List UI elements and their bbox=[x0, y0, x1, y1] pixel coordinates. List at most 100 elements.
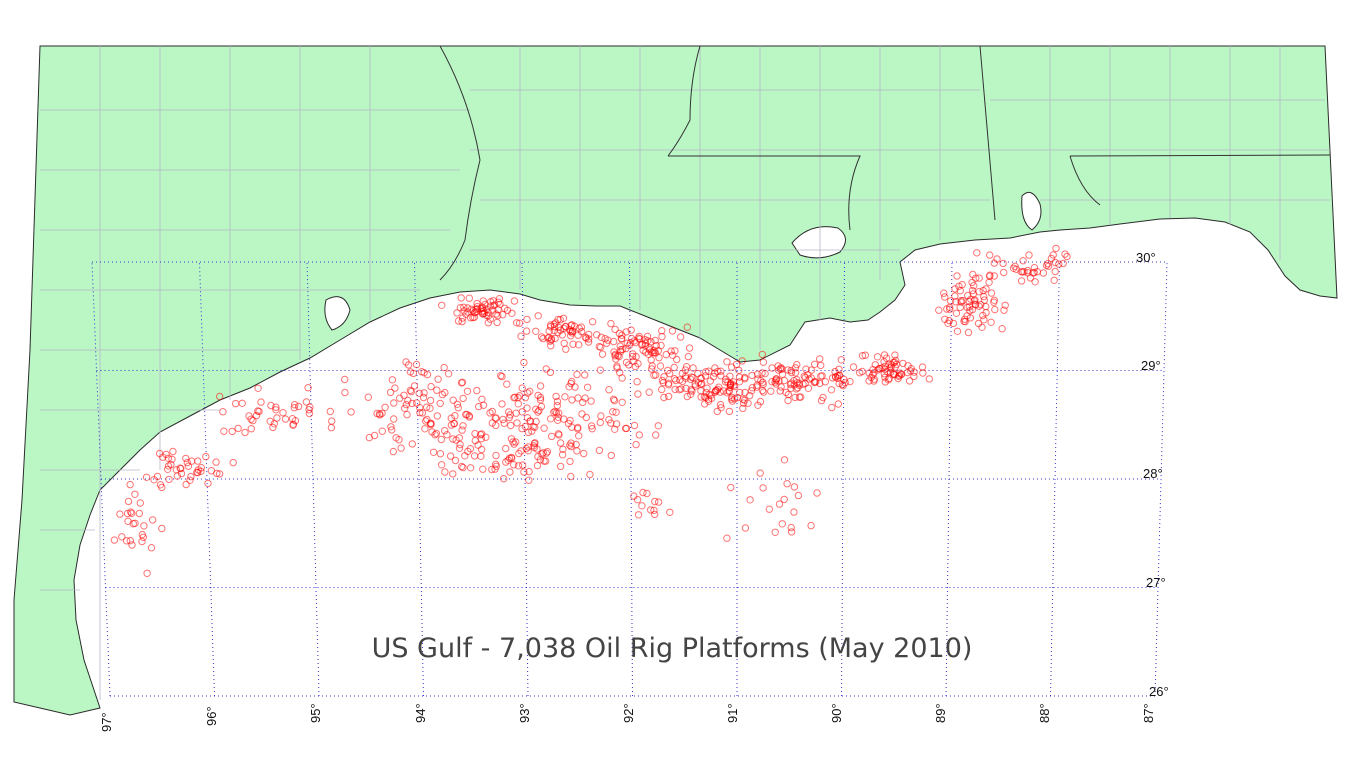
rig-marker bbox=[738, 357, 746, 365]
rig-marker bbox=[990, 272, 998, 280]
rig-marker bbox=[567, 442, 575, 451]
rig-marker bbox=[611, 425, 619, 433]
rig-marker bbox=[273, 414, 281, 422]
rig-marker bbox=[219, 408, 227, 416]
meridian-line bbox=[91, 261, 111, 697]
rig-marker bbox=[570, 322, 579, 330]
rig-marker bbox=[609, 408, 617, 416]
rig-marker bbox=[517, 332, 525, 340]
rig-marker bbox=[531, 423, 539, 431]
rig-marker bbox=[241, 428, 249, 437]
rig-marker bbox=[687, 386, 695, 394]
rig-marker bbox=[387, 423, 395, 431]
rig-marker bbox=[567, 332, 575, 340]
rig-marker bbox=[441, 468, 449, 476]
rig-marker bbox=[403, 410, 411, 419]
rig-marker bbox=[685, 344, 694, 352]
lon-label-97: 97° bbox=[99, 712, 114, 732]
rig-marker bbox=[534, 452, 542, 461]
rig-marker bbox=[135, 509, 144, 518]
rig-marker bbox=[477, 452, 485, 460]
rig-marker bbox=[149, 516, 157, 524]
rig-marker bbox=[631, 362, 640, 371]
rig-marker bbox=[790, 483, 799, 491]
rig-marker bbox=[458, 314, 467, 322]
rig-marker bbox=[943, 305, 951, 313]
rig-marker bbox=[488, 407, 496, 416]
rig-marker bbox=[551, 407, 559, 416]
rig-marker bbox=[212, 458, 220, 466]
rig-marker bbox=[535, 406, 543, 415]
rig-marker bbox=[556, 439, 565, 447]
graticule-grid bbox=[91, 261, 1168, 697]
rig-marker bbox=[524, 428, 533, 437]
rig-marker bbox=[975, 288, 983, 296]
rig-marker bbox=[254, 384, 262, 392]
rig-marker bbox=[575, 341, 583, 349]
rig-marker bbox=[625, 361, 633, 369]
rig-marker bbox=[952, 309, 961, 317]
rig-marker bbox=[561, 323, 570, 331]
rig-marker bbox=[432, 429, 441, 438]
rig-marker bbox=[498, 400, 506, 408]
rig-marker bbox=[666, 508, 674, 516]
rig-marker bbox=[784, 396, 792, 405]
rig-marker bbox=[683, 323, 691, 331]
rig-marker bbox=[426, 404, 434, 412]
rig-marker bbox=[784, 390, 793, 399]
rig-marker bbox=[123, 509, 132, 518]
rig-marker bbox=[459, 422, 467, 430]
rig-marker bbox=[841, 379, 849, 387]
rig-marker bbox=[973, 249, 981, 257]
state-borders bbox=[439, 45, 1331, 281]
rig-marker bbox=[595, 446, 604, 455]
rig-marker bbox=[505, 454, 514, 462]
rig-marker bbox=[451, 456, 460, 465]
rig-marker bbox=[643, 489, 651, 498]
rig-marker bbox=[522, 327, 531, 335]
rig-marker bbox=[705, 367, 713, 375]
rig-marker bbox=[547, 342, 555, 350]
rig-marker bbox=[455, 444, 464, 452]
rig-marker bbox=[514, 400, 522, 408]
rig-marker bbox=[849, 363, 858, 371]
rig-marker bbox=[807, 521, 815, 530]
rig-marker bbox=[967, 295, 975, 303]
rig-marker bbox=[116, 510, 124, 518]
rig-marker bbox=[434, 375, 442, 383]
rig-marker bbox=[639, 488, 647, 497]
rig-marker bbox=[726, 380, 735, 388]
rig-marker bbox=[272, 406, 280, 414]
rig-marker bbox=[787, 528, 796, 536]
rig-marker bbox=[941, 293, 949, 301]
rig-marker bbox=[972, 274, 980, 282]
meridian-line bbox=[1154, 261, 1168, 697]
rig-marker bbox=[756, 469, 764, 477]
rig-marker bbox=[654, 498, 663, 506]
rig-marker bbox=[458, 462, 466, 471]
rig-marker bbox=[506, 468, 514, 476]
rig-marker bbox=[470, 452, 479, 460]
rig-marker bbox=[739, 404, 747, 413]
rig-marker bbox=[697, 387, 705, 395]
rig-marker bbox=[658, 376, 667, 385]
rig-marker bbox=[437, 461, 446, 469]
rig-marker bbox=[441, 388, 449, 397]
rig-marker bbox=[473, 386, 481, 395]
rig-marker bbox=[421, 425, 429, 433]
rig-marker bbox=[998, 325, 1006, 333]
rig-marker bbox=[905, 377, 914, 385]
rig-marker bbox=[498, 372, 506, 381]
rig-marker bbox=[455, 434, 463, 442]
rig-marker bbox=[147, 544, 156, 552]
rig-marker bbox=[269, 423, 277, 432]
rig-marker bbox=[461, 452, 469, 460]
rig-marker bbox=[941, 315, 949, 323]
rig-marker bbox=[1001, 301, 1009, 309]
rig-marker bbox=[946, 297, 955, 305]
rig-marker bbox=[536, 393, 545, 402]
rig-marker bbox=[634, 511, 643, 519]
rig-marker bbox=[110, 536, 119, 544]
rig-marker bbox=[153, 472, 162, 481]
rig-marker bbox=[1000, 268, 1008, 277]
